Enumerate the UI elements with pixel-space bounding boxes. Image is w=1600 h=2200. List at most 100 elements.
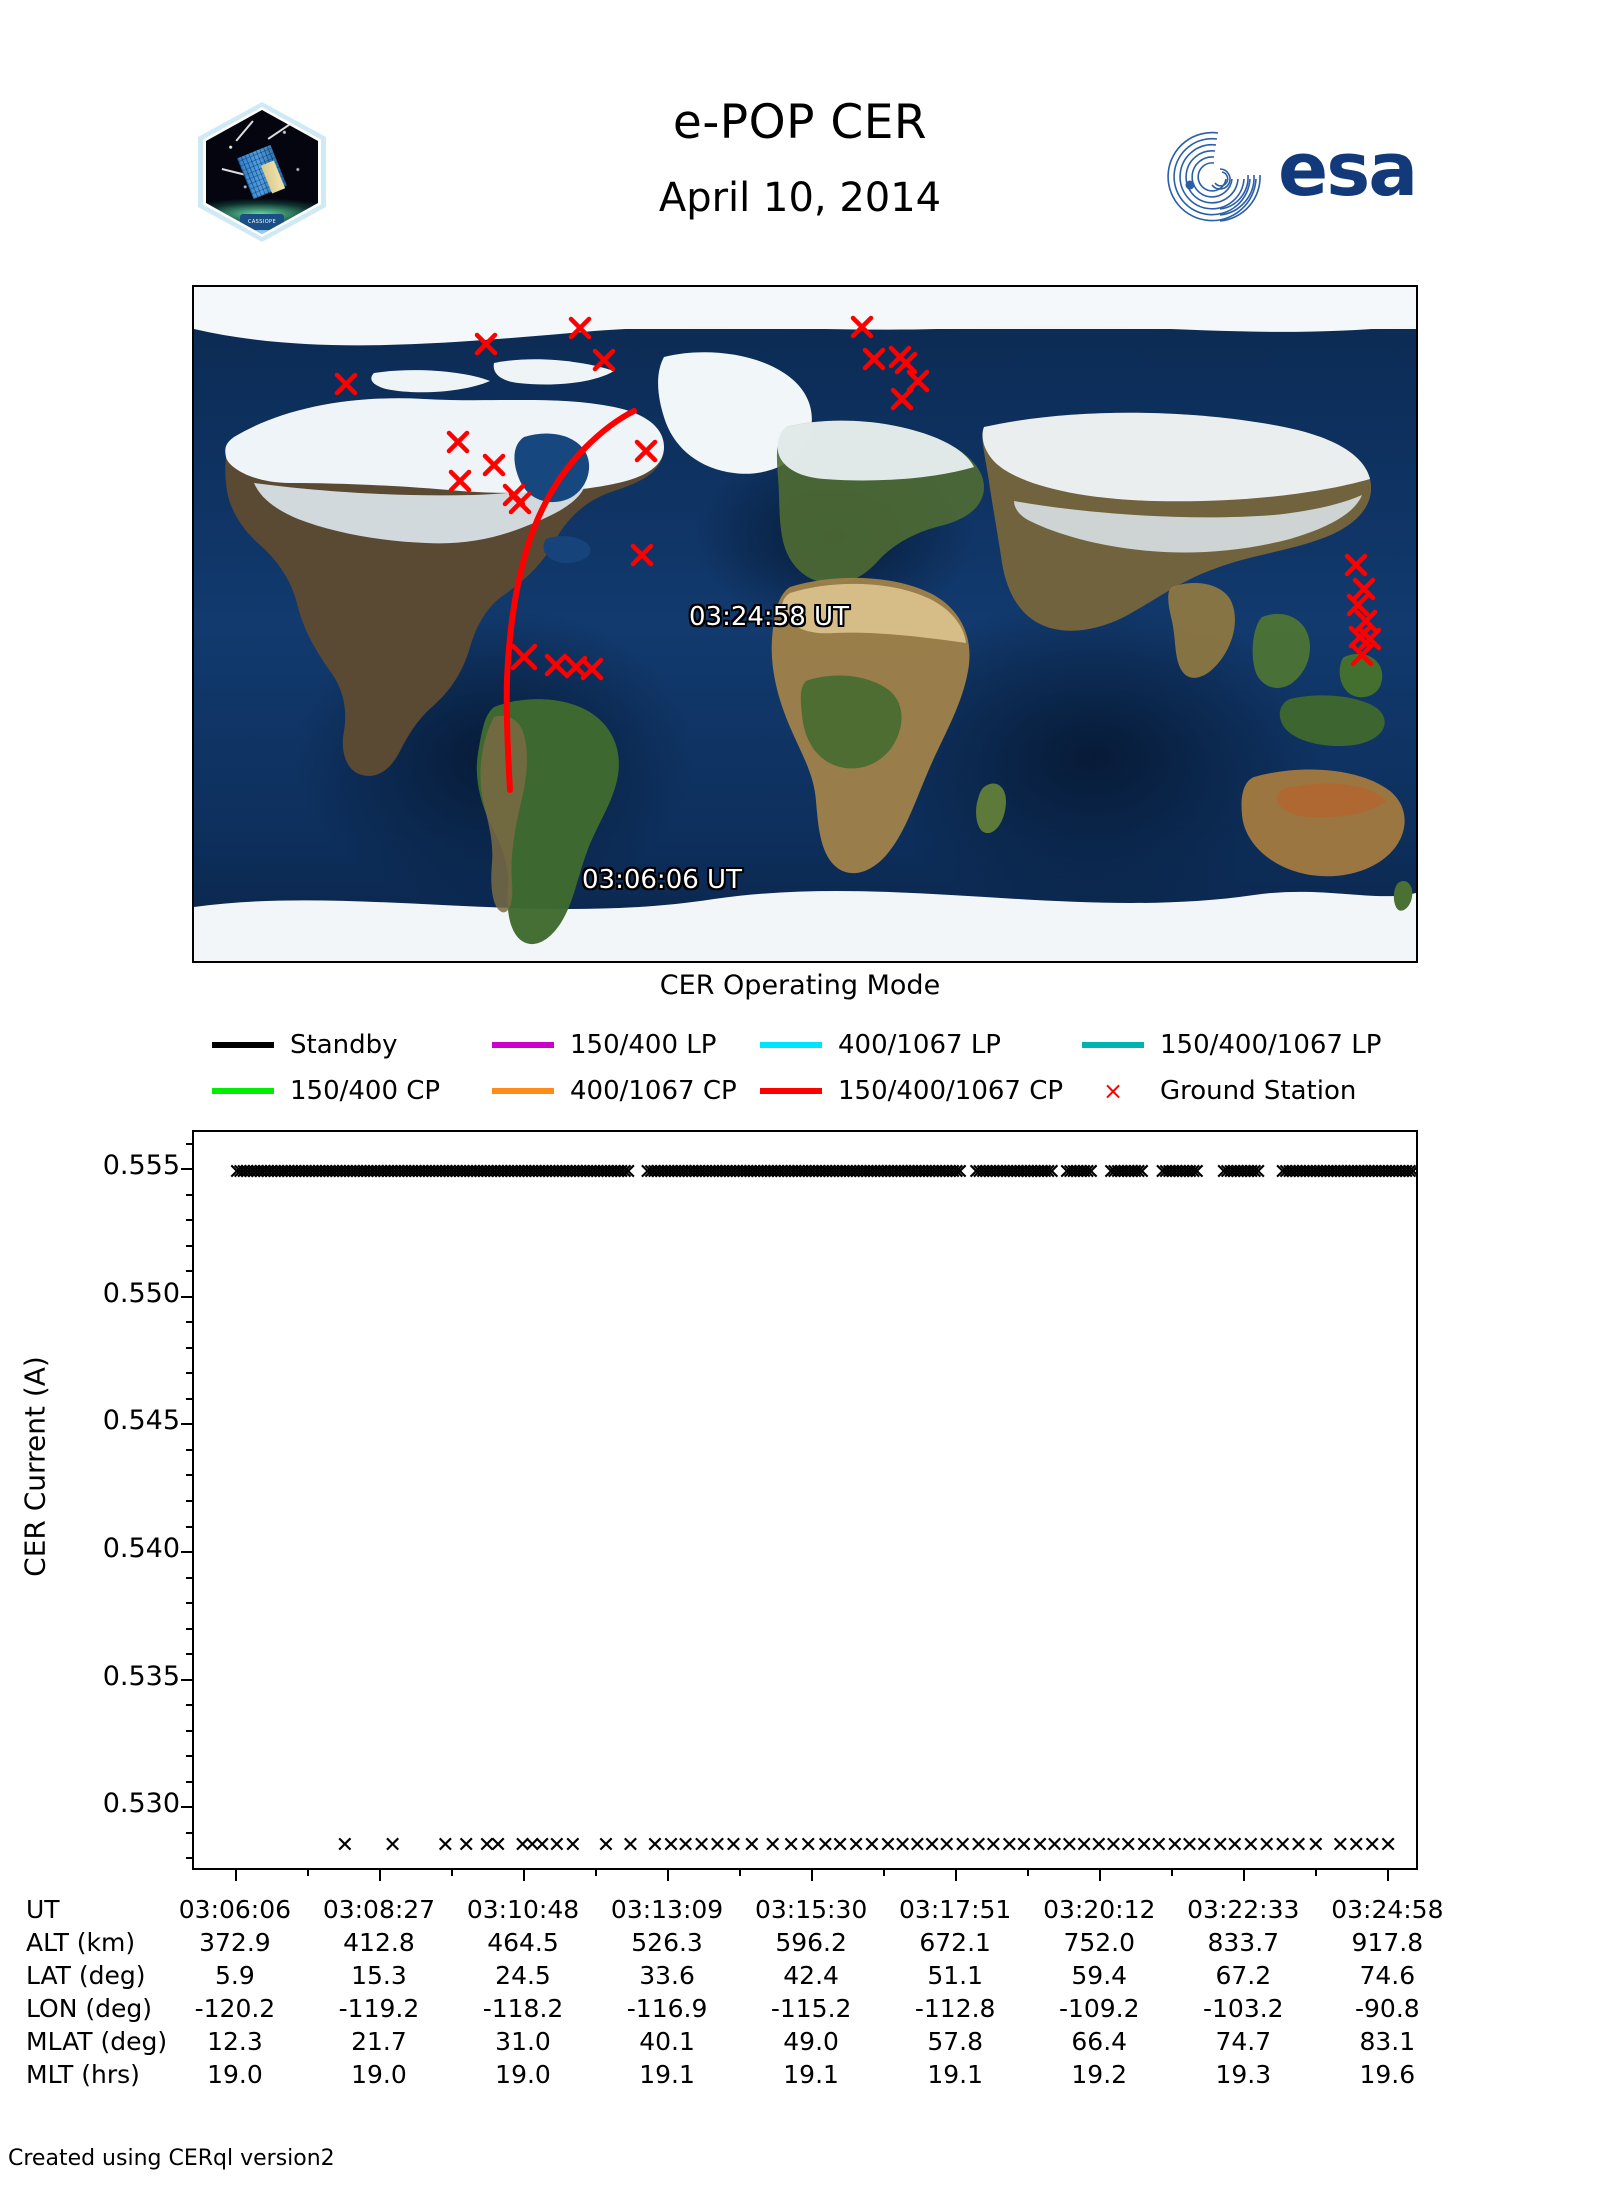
table-row: MLT (hrs) 19.0 19.0 19.0 19.1 19.1 19.1 19.2 19.… (26, 2060, 1586, 2093)
data-marker-high: ✕ (1184, 1159, 1203, 1185)
data-marker-high: ✕ (990, 1159, 1010, 1185)
table-cell: 372.9 (199, 1928, 271, 1957)
y-tick-minor (186, 1244, 192, 1247)
data-marker-high: ✕ (605, 1159, 624, 1185)
table-cell: -112.8 (914, 1994, 996, 2023)
data-marker-high: ✕ (1228, 1159, 1247, 1185)
data-marker-low: ✕ (1347, 1833, 1366, 1859)
data-marker-high: ✕ (299, 1159, 319, 1185)
table-cell: 31.0 (495, 2027, 551, 2056)
y-tick-minor (186, 1602, 192, 1605)
data-marker-high: ✕ (689, 1159, 709, 1185)
data-marker-high: ✕ (1153, 1159, 1172, 1185)
legend-item-400-1067-lp[interactable]: 400/1067 LP (760, 1030, 1001, 1060)
data-marker-high: ✕ (720, 1159, 740, 1185)
data-marker-high: ✕ (1287, 1159, 1306, 1185)
legend-item-label: 150/400/1067 CP (838, 1076, 1064, 1106)
data-marker-high: ✕ (755, 1159, 774, 1185)
cer-current-plot[interactable]: ✕ ✕ ✕ ✕ ✕ ✕ ✕ ✕ ✕ ✕ ✕ ✕ ✕ ✕ ✕ ✕ ✕ ✕ ✕ ✕ ✕ ✕ ✕ ✕ ✕ ✕ ✕ ✕ ✕ ✕ ✕ ✕ ✕ ✕ ✕ ✕ ✕ ✕ ✕ ✕… (192, 1130, 1418, 1870)
legend-item-standby[interactable]: Standby (212, 1030, 398, 1060)
data-marker-high: ✕ (854, 1159, 874, 1185)
data-marker-high: ✕ (1393, 1159, 1413, 1185)
y-tick-minor (186, 1397, 192, 1400)
data-marker-high: ✕ (652, 1159, 671, 1185)
data-marker-high: ✕ (966, 1159, 986, 1185)
data-marker-high: ✕ (1404, 1161, 1416, 1184)
table-cell: -119.2 (338, 1994, 420, 2023)
data-marker-high: ✕ (375, 1159, 394, 1185)
data-marker-high: ✕ (1011, 1159, 1031, 1185)
table-row: ALT (km) 372.9 412.8 464.5 526.3 596.2 672.1 75… (26, 1928, 1586, 1961)
y-tick-label: 0.555 (102, 1150, 180, 1182)
y-tick-minor (186, 1627, 192, 1630)
data-marker-high: ✕ (645, 1159, 664, 1185)
page-header: CASSIOPE e-POP CER April 10, 2014 (0, 0, 1600, 270)
data-marker-high: ✕ (1366, 1159, 1385, 1185)
data-marker-high: ✕ (899, 1159, 918, 1185)
table-cell: 917.8 (1351, 1928, 1424, 1957)
legend-item-400-1067-cp[interactable]: 400/1067 CP (492, 1076, 737, 1106)
table-cell: 03:10:48 (466, 1895, 580, 1924)
data-marker-high: ✕ (1180, 1159, 1200, 1185)
data-marker-low: ✕ (1118, 1833, 1138, 1859)
data-marker-high: ✕ (409, 1159, 429, 1185)
data-marker-high: ✕ (419, 1159, 439, 1185)
data-marker-high: ✕ (443, 1159, 463, 1185)
data-marker-high: ✕ (895, 1159, 915, 1185)
legend-item-150-400-cp[interactable]: 150/400 CP (212, 1076, 440, 1106)
data-marker-high: ✕ (457, 1159, 477, 1185)
data-marker-high: ✕ (909, 1159, 929, 1185)
x-tick-major (1243, 1868, 1246, 1881)
data-marker-high: ✕ (641, 1159, 661, 1185)
data-marker-high: ✕ (1314, 1159, 1334, 1185)
legend-item-150-400-lp[interactable]: 150/400 LP (492, 1030, 716, 1060)
data-marker-high: ✕ (1335, 1159, 1354, 1185)
data-marker-high: ✕ (799, 1159, 819, 1185)
x-tick-minor (1315, 1868, 1318, 1876)
table-cell: 03:17:51 (899, 1895, 1012, 1924)
world-map-panel[interactable]: 03:24:58 UT 03:06:06 UT (192, 285, 1418, 963)
data-marker-high: ✕ (1078, 1159, 1097, 1185)
data-marker-low: ✕ (513, 1833, 532, 1859)
data-marker-low: ✕ (1134, 1833, 1154, 1859)
data-marker-high: ✕ (378, 1159, 398, 1185)
data-marker-high: ✕ (303, 1159, 322, 1185)
data-marker-high: ✕ (1294, 1159, 1313, 1185)
data-marker-high: ✕ (820, 1159, 839, 1185)
legend-item-150-400-1067-lp[interactable]: 150/400/1067 LP (1082, 1030, 1381, 1060)
data-marker-high: ✕ (1118, 1159, 1138, 1185)
table-cell: 03:24:58 (1331, 1895, 1444, 1924)
data-marker-high: ✕ (612, 1159, 631, 1185)
table-cell: 672.1 (919, 1928, 991, 1957)
legend-item-label: 400/1067 CP (570, 1076, 737, 1106)
data-marker-high: ✕ (1321, 1159, 1340, 1185)
legend-item-ground-station[interactable]: × Ground Station (1082, 1076, 1356, 1106)
data-marker-high: ✕ (581, 1159, 600, 1185)
legend-item-150-400-1067-cp[interactable]: 150/400/1067 CP (760, 1076, 1063, 1106)
data-marker-low: ✕ (456, 1833, 476, 1859)
table-row-label: LON (deg) (26, 1994, 152, 2023)
x-axis-ticks (192, 1868, 1418, 1884)
data-marker-high: ✕ (1280, 1159, 1299, 1185)
table-cell: 24.5 (495, 1961, 551, 1990)
data-marker-low: ✕ (781, 1833, 801, 1859)
data-marker-high: ✕ (1125, 1159, 1145, 1185)
data-marker-high: ✕ (1245, 1159, 1264, 1185)
data-marker-low: ✕ (1000, 1833, 1019, 1859)
data-marker-high: ✕ (275, 1159, 295, 1185)
data-marker-high: ✕ (567, 1159, 586, 1185)
data-marker-high: ✕ (858, 1159, 877, 1185)
data-marker-high: ✕ (658, 1159, 678, 1185)
data-marker-high: ✕ (806, 1159, 826, 1185)
y-tick-label: 0.545 (102, 1405, 180, 1437)
data-marker-high: ✕ (279, 1159, 298, 1185)
legend-item-label: 400/1067 LP (838, 1030, 1001, 1060)
esa-dot-icon (1185, 180, 1195, 190)
data-marker-high: ✕ (980, 1159, 1000, 1185)
data-marker-high: ✕ (1338, 1159, 1358, 1185)
data-marker-high: ✕ (727, 1159, 747, 1185)
legend-row: Standby 150/400 LP 400/1067 LP 150/400/1067… (212, 1022, 1412, 1068)
data-marker-high: ✕ (683, 1159, 702, 1185)
table-cell: 49.0 (783, 2027, 839, 2056)
data-marker-high: ✕ (885, 1159, 904, 1185)
